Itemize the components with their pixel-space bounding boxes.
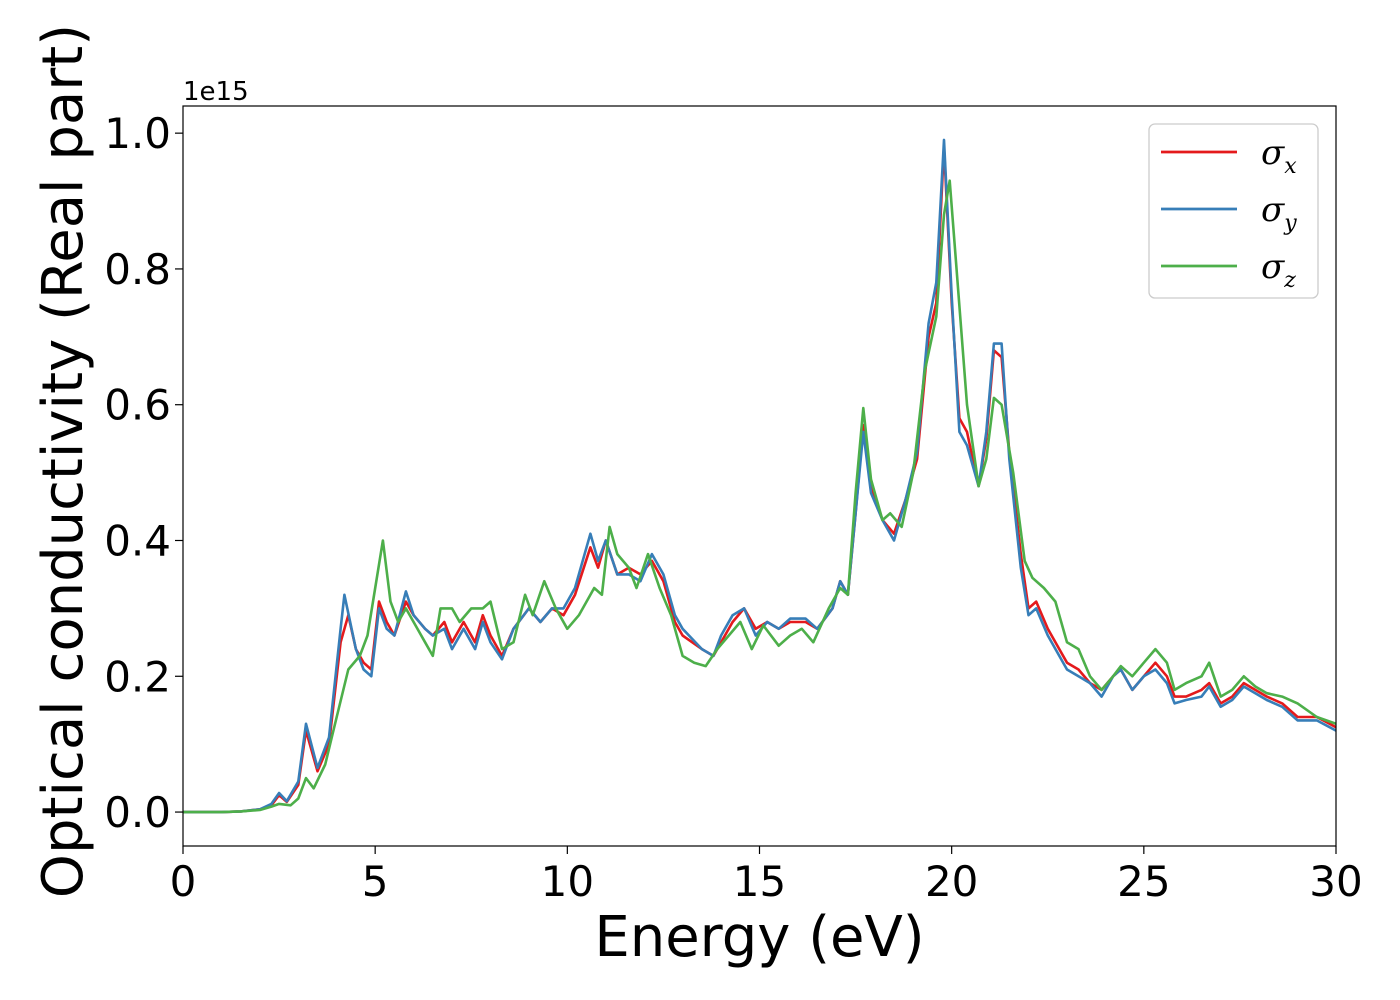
series-line-z [183, 179, 1336, 814]
x-tick-label: 15 [733, 857, 786, 906]
y-tick-label: 0.0 [104, 788, 171, 837]
legend-label: σz [1261, 247, 1296, 293]
y-tick-label: 0.8 [104, 245, 171, 294]
x-tick-label: 5 [362, 857, 389, 906]
y-offset-label: 1e15 [183, 77, 249, 107]
legend: σx σy σz [1148, 123, 1319, 299]
y-tick-label: 0.4 [104, 516, 171, 565]
legend-box [1148, 123, 1319, 299]
y-axis-title: Optical conductivity (Real part) [31, 24, 96, 898]
legend-label: σy [1261, 190, 1297, 236]
legend-label: σx [1261, 133, 1297, 179]
x-tick-label: 20 [925, 857, 978, 906]
x-tick-label: 0 [170, 857, 197, 906]
legend-entry-y: σy [1161, 190, 1297, 236]
x-axis: 0 5 10 15 20 25 30 [170, 846, 1363, 906]
x-tick-label: 10 [541, 857, 594, 906]
x-axis-title: Energy (eV) [594, 905, 924, 970]
y-axis: 0.0 0.2 0.4 0.6 0.8 1.0 [104, 109, 183, 837]
x-tick-label: 30 [1309, 857, 1362, 906]
y-tick-label: 0.2 [104, 652, 171, 701]
legend-entry-z: σz [1161, 247, 1296, 293]
y-tick-label: 1.0 [104, 109, 171, 158]
legend-entry-x: σx [1161, 133, 1297, 179]
plot-lines [183, 138, 1336, 814]
x-tick-label: 25 [1117, 857, 1170, 906]
y-tick-label: 0.6 [104, 381, 171, 430]
